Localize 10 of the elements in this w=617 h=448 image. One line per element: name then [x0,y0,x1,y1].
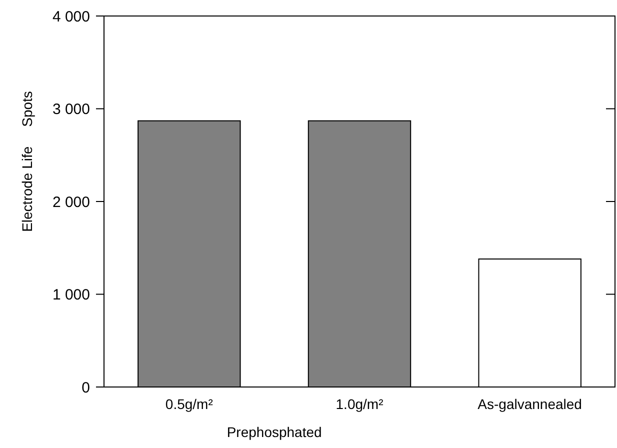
y-axis-title: Electrode Life Spots [19,91,35,232]
y-tick-label: 2 000 [52,194,90,211]
x-tick-label: 1.0g/m² [336,396,384,412]
y-tick-label: 4 000 [52,8,90,26]
y-tick-label: 1 000 [52,286,90,304]
x-axis-title: Prephosphated [226,424,322,440]
x-tick-label: As-galvannealed [478,396,582,412]
y-tick-label: 0 [82,379,90,396]
y-tick-label: 3 000 [52,101,90,118]
x-tick-label: 0.5g/m² [165,396,214,412]
